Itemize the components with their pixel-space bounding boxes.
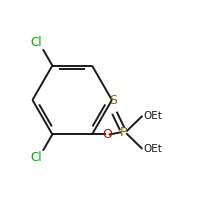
Text: P: P	[120, 126, 128, 139]
Text: Cl: Cl	[31, 151, 42, 164]
Text: O: O	[102, 128, 112, 141]
Text: S: S	[109, 94, 117, 107]
Text: OEt: OEt	[143, 111, 162, 121]
Text: OEt: OEt	[143, 144, 162, 154]
Text: Cl: Cl	[31, 36, 42, 49]
